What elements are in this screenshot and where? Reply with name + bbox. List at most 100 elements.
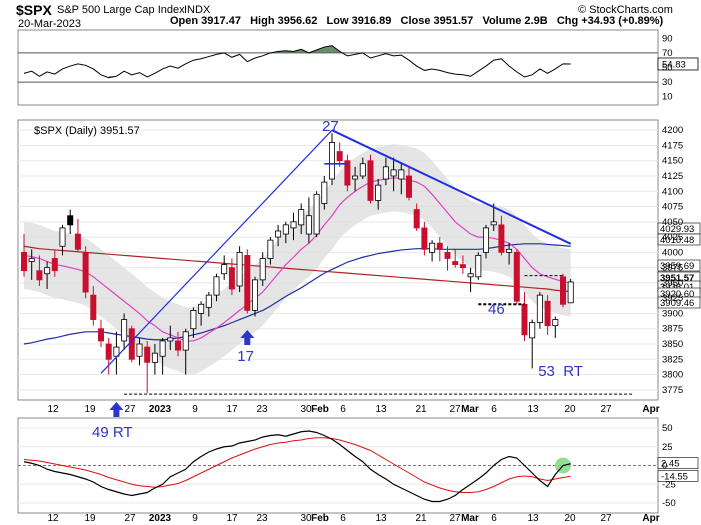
x-axis-label: 6 [491,404,497,415]
sma20-line [23,177,571,342]
annotation-17: 17 [237,348,254,365]
price-tick-label: 4150 [662,156,683,167]
price-tick-label: 3850 [662,339,683,350]
sma50-line [23,243,571,345]
candle-body [567,281,574,304]
x-axis-label: Mar [461,513,479,524]
candle-body [113,346,120,357]
x-axis-label: 27 [449,404,461,415]
macd-tick-label: 25 [662,442,673,453]
x-axis-label: 13 [527,404,539,415]
candle-body [367,160,374,201]
candle-body [529,322,536,339]
candle-body [459,264,466,269]
x-axis-label: 27 [449,513,461,524]
x-axis-label: 17 [226,404,238,415]
x-axis-label: 17 [226,513,238,524]
candle-body [298,209,305,226]
arrow-up-icon-17 [240,330,255,345]
price-tick-label: 3975 [662,263,683,274]
x-axis-label: Apr [642,404,659,415]
candle-body [490,221,497,226]
price-tick-label: 4100 [662,186,683,197]
rsi-overbought-fill [270,45,340,53]
macd-tick-label: -50 [662,498,676,509]
candle-body [267,239,274,259]
candle-body [259,258,266,281]
candle-body [20,251,27,272]
price-value-tag-box [657,233,701,246]
rsi-line [23,45,571,79]
x-axis-label: 9 [192,513,198,524]
candle-body [321,181,328,204]
annotation-46: 46 [488,301,505,318]
candle-body [174,340,181,351]
rsi-pane [17,29,659,106]
chart-date: 20-Mar-2023 [18,18,81,30]
trendline [331,129,572,245]
candle-body [136,343,143,357]
x-axis-label: Feb [311,513,329,524]
candle-body [221,264,228,275]
candle-body [144,346,151,363]
x-axis-label: 6 [340,513,346,524]
price-tick-label: 4125 [662,171,683,182]
annotation-49-rt: 49 RT [92,424,133,441]
price-value-tag: 3951.57 [660,273,694,284]
candle-body [159,340,166,357]
price-tick-label: 4000 [662,247,683,258]
rsi-value-tag-box [657,57,699,71]
price-value-tag: 3909.46 [660,298,694,309]
price-tick-label: 4025 [662,232,683,243]
rsi-tick-label: 70 [662,48,673,59]
candle-body [421,227,428,250]
x-axis-label: 23 [256,404,268,415]
rsi-value-tag: 54.83 [662,59,686,70]
candle-body [305,215,312,235]
candle-body [390,169,397,177]
x-axis-label: 2023 [149,513,172,524]
x-axis-label: 27 [600,404,612,415]
candle-body [413,209,420,229]
candle-body [429,242,436,253]
price-tick-label: 3875 [662,324,683,335]
macd-value-tag-box [657,470,699,482]
candle-body [182,331,189,351]
price-tick-label: 4200 [662,125,683,136]
rsi-tick-label: 10 [662,92,673,103]
candle-body [28,258,35,262]
candle-body [36,270,43,281]
exchange-label: INDX [184,4,211,16]
arrow-up-icon-49 [109,402,124,417]
candle-body [151,352,158,363]
rsi-layer: 54.83 [18,45,699,83]
price-tick-label: 3900 [662,308,683,319]
x-axis-label: 30 [300,404,312,415]
sma200-line [23,245,571,293]
candle-body [467,273,474,278]
price-tick-label: 4075 [662,202,683,213]
candle-body [544,300,551,327]
macd-signal-line [23,437,571,493]
macd-layer: 2.45-14.55 [18,427,699,504]
price-value-tag: 3920.60 [660,289,694,300]
x-axis-label: Feb [311,404,329,415]
price-tick-label: 4050 [662,217,683,228]
candle-body [205,294,212,308]
price-legend: $SPX (Daily) 3951.57 [34,125,140,137]
macd-tick-label: 0 [662,461,667,472]
price-tick-label: 3950 [662,278,683,289]
x-axis-label: 13 [375,404,387,415]
candle-body [282,224,289,235]
candle-body [344,160,351,186]
x-axis-label: 27 [600,513,612,524]
candle-body [51,258,58,272]
price-value-tag: 3959.69 [660,261,694,272]
x-axis-label: Apr [642,513,659,524]
x-axis-label: 9 [192,404,198,415]
price-tick-label: 3775 [662,385,683,396]
candle-body [74,233,81,250]
candle-body [359,163,366,177]
